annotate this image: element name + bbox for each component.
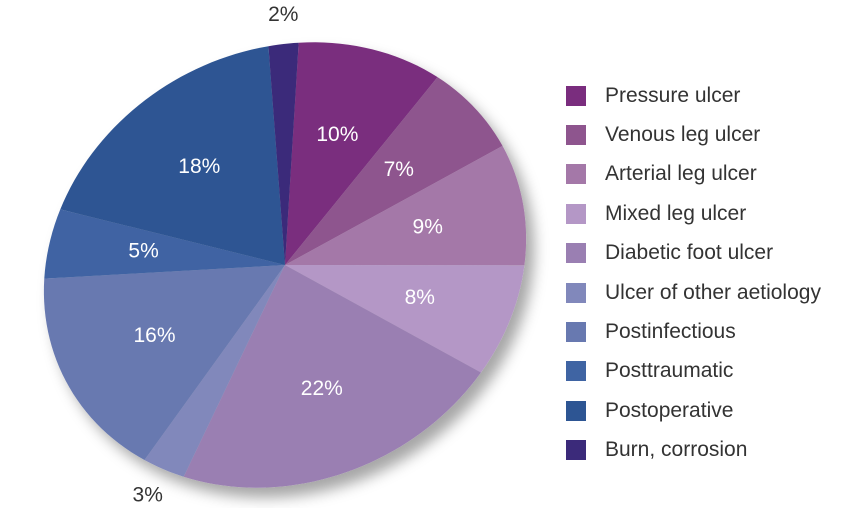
legend-swatch — [566, 361, 586, 382]
legend-item: Postoperative — [566, 391, 821, 430]
legend-item: Burn, corrosion — [566, 431, 821, 470]
legend-swatch — [566, 203, 586, 224]
slice-value-label: 8% — [405, 286, 435, 309]
pie-slice-9 — [60, 46, 285, 265]
pie-slice-10 — [268, 42, 299, 266]
slice-value-label: 16% — [133, 324, 175, 347]
legend-item: Pressure ulcer — [566, 76, 821, 115]
legend-item: Venous leg ulcer — [566, 115, 821, 154]
pie-slice-7 — [43, 265, 286, 460]
pie-slice-3 — [285, 145, 527, 266]
legend-label: Diabetic foot ulcer — [605, 241, 774, 265]
pie-slice-2 — [285, 77, 503, 265]
legend-item: Ulcer of other aetiology — [566, 273, 821, 312]
legend-label: Posttraumatic — [605, 359, 734, 383]
legend-swatch — [566, 440, 586, 461]
pie-slice-6 — [144, 265, 285, 477]
pie-slices — [43, 42, 527, 488]
legend-item: Postinfectious — [566, 312, 821, 351]
pie-slice-1 — [285, 42, 438, 266]
slice-value-label: 5% — [128, 240, 158, 263]
legend-swatch — [566, 400, 586, 421]
slice-value-label: 7% — [384, 158, 414, 181]
slice-value-label: 22% — [301, 377, 343, 400]
legend-item: Arterial leg ulcer — [566, 155, 821, 194]
legend-label: Burn, corrosion — [605, 438, 748, 462]
legend-label: Ulcer of other aetiology — [605, 280, 821, 304]
legend-swatch — [566, 164, 586, 185]
legend-label: Mixed leg ulcer — [605, 201, 747, 225]
legend-swatch — [566, 85, 586, 106]
slice-labels: 10% 7% 9% 8% 22% 3% 16% 5% 18% 2% — [128, 3, 443, 506]
slice-value-label: 9% — [413, 215, 443, 238]
slice-value-label: 3% — [133, 483, 163, 506]
slice-value-label: 10% — [316, 123, 358, 146]
slice-value-label: 18% — [178, 155, 220, 178]
pie-slice-5 — [183, 265, 481, 488]
legend-swatch — [566, 282, 586, 303]
legend-item: Posttraumatic — [566, 352, 821, 391]
legend-label: Postinfectious — [605, 320, 736, 344]
legend-label: Venous leg ulcer — [605, 123, 761, 147]
legend-label: Arterial leg ulcer — [605, 162, 757, 186]
legend-swatch — [566, 125, 586, 146]
legend-swatch — [566, 243, 586, 264]
legend-item: Mixed leg ulcer — [566, 194, 821, 233]
pie-slice-8 — [44, 209, 285, 279]
pie-slice-4 — [285, 265, 525, 373]
legend-label: Pressure ulcer — [605, 83, 741, 107]
legend: Pressure ulcer Venous leg ulcer Arterial l… — [566, 76, 821, 470]
legend-swatch — [566, 322, 586, 343]
legend-label: Postoperative — [605, 398, 734, 422]
slice-value-label: 2% — [268, 3, 298, 26]
legend-item: Diabetic foot ulcer — [566, 234, 821, 273]
